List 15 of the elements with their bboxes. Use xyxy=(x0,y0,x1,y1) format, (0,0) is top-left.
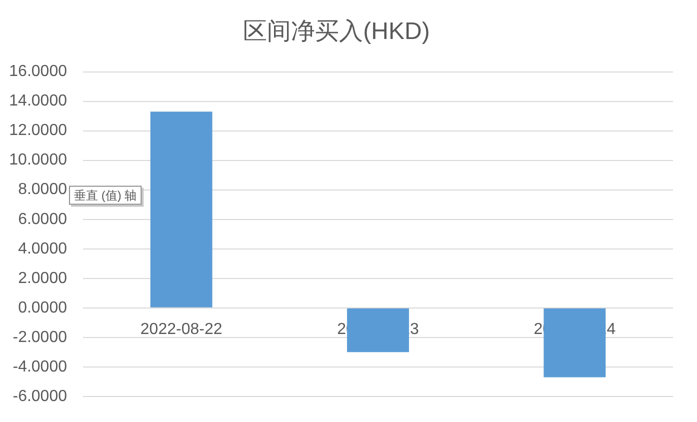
y-tick-label: 0.0000 xyxy=(18,299,68,316)
y-tick-label: 4.0000 xyxy=(18,240,68,258)
y-tick-label: -2.0000 xyxy=(12,328,68,346)
y-tick-label: 2.0000 xyxy=(18,270,68,287)
x-tick-label: 2022-08-22 xyxy=(140,320,222,338)
y-tick-label: 6.0000 xyxy=(18,210,68,228)
y-tick-label: -6.0000 xyxy=(12,388,68,405)
y-tick-label: 10.0000 xyxy=(9,152,68,169)
annotation: 垂直 (值) 轴 xyxy=(74,188,137,203)
y-tick-label: 8.0000 xyxy=(18,181,68,198)
chart-title: 区间净买入(HKD) xyxy=(243,18,430,46)
y-tick-label: 16.0000 xyxy=(9,63,68,80)
y-tick-label: 14.0000 xyxy=(9,92,68,110)
y-tick-label: -4.0000 xyxy=(12,358,68,376)
y-tick-label: 12.0000 xyxy=(9,122,68,140)
